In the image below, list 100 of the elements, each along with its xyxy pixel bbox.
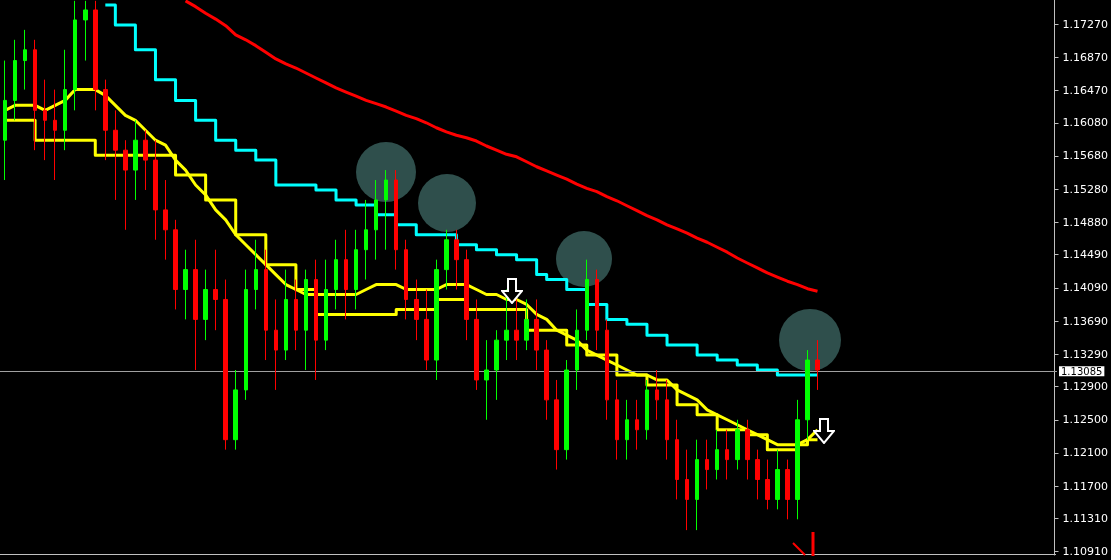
y-tick-label: 1.15280 bbox=[1062, 182, 1109, 196]
candlestick bbox=[354, 229, 358, 310]
candlestick bbox=[143, 129, 148, 191]
candlestick bbox=[685, 449, 689, 531]
candlestick bbox=[233, 369, 238, 451]
candlestick bbox=[83, 0, 88, 62]
candlestick bbox=[795, 399, 800, 520]
candlestick bbox=[745, 419, 750, 481]
candlestick bbox=[575, 308, 579, 391]
candlestick bbox=[344, 229, 348, 320]
candlestick bbox=[213, 249, 218, 331]
candlestick bbox=[254, 239, 258, 310]
candlestick bbox=[414, 279, 419, 341]
candlestick bbox=[514, 298, 519, 361]
candlestick bbox=[544, 339, 549, 421]
candlestick bbox=[775, 449, 780, 510]
candlestick bbox=[133, 119, 138, 201]
candlestick bbox=[163, 179, 168, 261]
y-tick-label: 1.12100 bbox=[1062, 446, 1109, 460]
candlestick bbox=[705, 439, 709, 490]
candlestick bbox=[153, 139, 158, 241]
candlestick bbox=[645, 379, 649, 441]
candlestick bbox=[564, 359, 569, 461]
candlestick bbox=[93, 0, 98, 111]
y-tick-label: 1.11310 bbox=[1062, 512, 1109, 525]
candlestick bbox=[534, 298, 539, 371]
candlestick bbox=[554, 379, 559, 471]
candlestick bbox=[765, 459, 770, 510]
y-tick-label: 1.16870 bbox=[1062, 50, 1109, 64]
y-tick-label: 1.14490 bbox=[1062, 248, 1109, 262]
candlestick bbox=[314, 259, 318, 381]
candlestick bbox=[454, 229, 459, 291]
candlestick bbox=[474, 298, 479, 391]
candlestick bbox=[113, 109, 118, 201]
candlestick bbox=[294, 279, 298, 351]
candlestick bbox=[464, 249, 469, 341]
candlestick bbox=[615, 379, 619, 461]
y-tick-label: 1.13690 bbox=[1062, 314, 1109, 328]
y-tick-label: 1.10910 bbox=[1062, 545, 1109, 559]
candlestick bbox=[324, 259, 328, 351]
candlestick bbox=[123, 139, 128, 231]
candlestick bbox=[815, 339, 820, 391]
candlestick bbox=[635, 399, 639, 451]
y-tick-label: 1.11700 bbox=[1062, 479, 1109, 493]
candlestick bbox=[494, 329, 499, 401]
candlestick bbox=[434, 259, 439, 381]
y-tick-label: 1.16080 bbox=[1062, 116, 1109, 130]
candlestick bbox=[484, 339, 489, 421]
candlestick bbox=[384, 169, 388, 251]
candlestick bbox=[284, 269, 288, 361]
candlestick bbox=[625, 399, 629, 461]
candlestick bbox=[203, 269, 208, 341]
candlestick bbox=[3, 60, 7, 181]
line-series bbox=[184, 0, 819, 293]
candlestick bbox=[374, 179, 378, 261]
candlestick bbox=[394, 169, 398, 271]
y-tick-label: 1.12500 bbox=[1062, 413, 1109, 427]
y-tick-label: 1.14090 bbox=[1062, 281, 1109, 295]
candlestick bbox=[665, 379, 669, 461]
y-tick-label: 1.15680 bbox=[1062, 149, 1109, 163]
candlestick bbox=[244, 269, 248, 401]
candlestick bbox=[595, 269, 599, 351]
candlestick bbox=[675, 419, 679, 500]
candlestick bbox=[33, 39, 37, 151]
candlestick bbox=[304, 269, 308, 371]
candlestick bbox=[334, 239, 338, 310]
candlestick bbox=[23, 29, 27, 91]
candlestick bbox=[274, 298, 278, 391]
candlestick bbox=[223, 279, 228, 451]
candlestick bbox=[63, 49, 67, 151]
candlestick bbox=[53, 89, 57, 181]
candlestick bbox=[73, 0, 77, 111]
y-tick-label: 1.14880 bbox=[1062, 215, 1109, 229]
candlestick bbox=[444, 229, 449, 291]
y-tick-label: 1.12900 bbox=[1062, 380, 1109, 394]
candlestick bbox=[424, 289, 429, 371]
candlestick bbox=[183, 249, 188, 320]
candlestick bbox=[103, 79, 108, 161]
candlestick bbox=[364, 199, 368, 281]
candlestick bbox=[785, 459, 790, 520]
candlestick bbox=[524, 298, 529, 351]
candlestick bbox=[585, 259, 589, 341]
candlestick bbox=[695, 439, 699, 531]
ref-line-label: 1.13085 bbox=[1061, 365, 1103, 377]
candlestick bbox=[655, 369, 659, 421]
y-tick-label: 1.17270 bbox=[1062, 17, 1109, 31]
candlestick bbox=[735, 419, 740, 471]
y-tick-label: 1.13290 bbox=[1062, 347, 1109, 361]
candlestick bbox=[404, 239, 408, 320]
candlestick bbox=[805, 349, 810, 441]
candlestick bbox=[43, 79, 47, 161]
candlestick bbox=[173, 219, 178, 310]
candlestick bbox=[264, 249, 268, 361]
candlestick bbox=[13, 39, 17, 121]
candlestick bbox=[193, 239, 198, 371]
candlestick bbox=[715, 429, 719, 481]
candlestick bbox=[725, 429, 729, 481]
candlestick bbox=[605, 318, 609, 421]
candlestick bbox=[755, 449, 760, 500]
y-tick-label: 1.16470 bbox=[1062, 83, 1109, 97]
